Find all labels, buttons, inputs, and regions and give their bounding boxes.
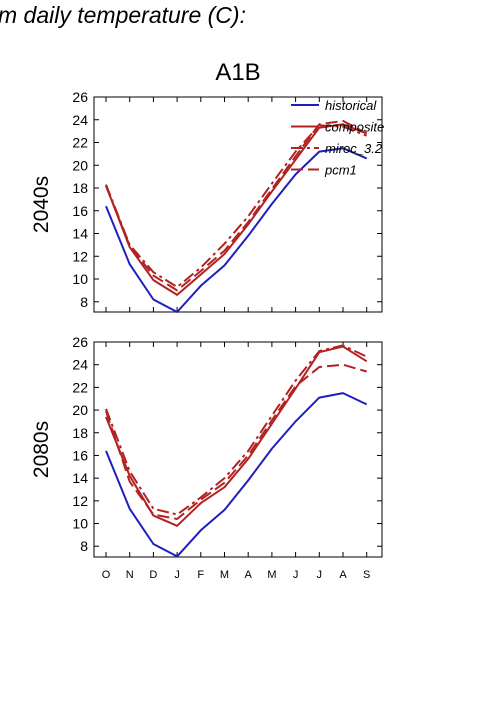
y-tick-label: 22 — [72, 379, 88, 395]
series-line-composite — [105, 123, 368, 296]
y-tick-label: 12 — [72, 248, 88, 264]
y-axis-label: 2080s — [30, 421, 53, 478]
y-tick-label: 26 — [72, 89, 88, 105]
x-tick-label: S — [363, 569, 370, 581]
y-tick-label: 14 — [72, 470, 88, 486]
series-line-miroc-3-2 — [105, 344, 368, 516]
series-line-pcm1 — [105, 363, 367, 520]
y-tick-label: 18 — [72, 425, 88, 441]
legend-label: pcm1 — [324, 163, 357, 178]
x-tick-label: J — [317, 569, 323, 581]
y-tick-label: 22 — [72, 135, 88, 151]
y-tick-label: 10 — [72, 516, 88, 532]
y-tick-label: 8 — [80, 538, 88, 554]
series-line-historical — [105, 392, 368, 558]
x-tick-label: D — [149, 569, 157, 581]
legend: historical composite miroc_3.2 pcm1 — [291, 98, 384, 178]
y-tick-label: 20 — [72, 402, 88, 418]
x-tick-label: M — [220, 569, 229, 581]
y-tick-label: 24 — [72, 112, 88, 128]
panel-2080s: 8 10 12 14 16 18 20 22 24 26 2080s — [30, 334, 383, 558]
x-tick-label: J — [293, 569, 299, 581]
y-axis-label: 2040s — [30, 176, 53, 233]
plot-frame — [93, 96, 383, 313]
y-tick-label: 26 — [72, 334, 88, 350]
x-tick-label: M — [267, 569, 276, 581]
x-tick-label: A — [245, 569, 253, 581]
x-tick-label: F — [197, 569, 204, 581]
y-tick-label: 20 — [72, 157, 88, 173]
x-tick-label: O — [102, 569, 111, 581]
series-line-miroc-3-2 — [105, 124, 368, 288]
legend-label: composite — [325, 120, 384, 135]
y-tick-label: 8 — [80, 294, 88, 310]
legend-label: historical — [325, 98, 377, 113]
plot-frame — [93, 341, 383, 558]
series-line-historical — [105, 147, 368, 313]
y-tick-label: 18 — [72, 180, 88, 196]
y-tick-label: 16 — [72, 447, 88, 463]
chart-title: A1B — [215, 59, 260, 86]
legend-label: miroc_3.2 — [325, 141, 383, 156]
page-header-title: m daily temperature (C): — [0, 2, 246, 28]
y-tick-label: 16 — [72, 203, 88, 219]
y-tick-label: 12 — [72, 493, 88, 509]
y-tick-label: 24 — [72, 357, 88, 373]
x-tick-label: A — [339, 569, 347, 581]
x-tick-label: J — [174, 569, 180, 581]
x-tick-label: N — [126, 569, 134, 581]
y-tick-label: 10 — [72, 271, 88, 287]
series-line-composite — [105, 345, 368, 527]
y-tick-label: 14 — [72, 226, 88, 242]
panel-2040s: 8 10 12 14 16 18 20 22 24 26 2040s — [30, 89, 383, 313]
series-line-pcm1 — [105, 119, 368, 292]
